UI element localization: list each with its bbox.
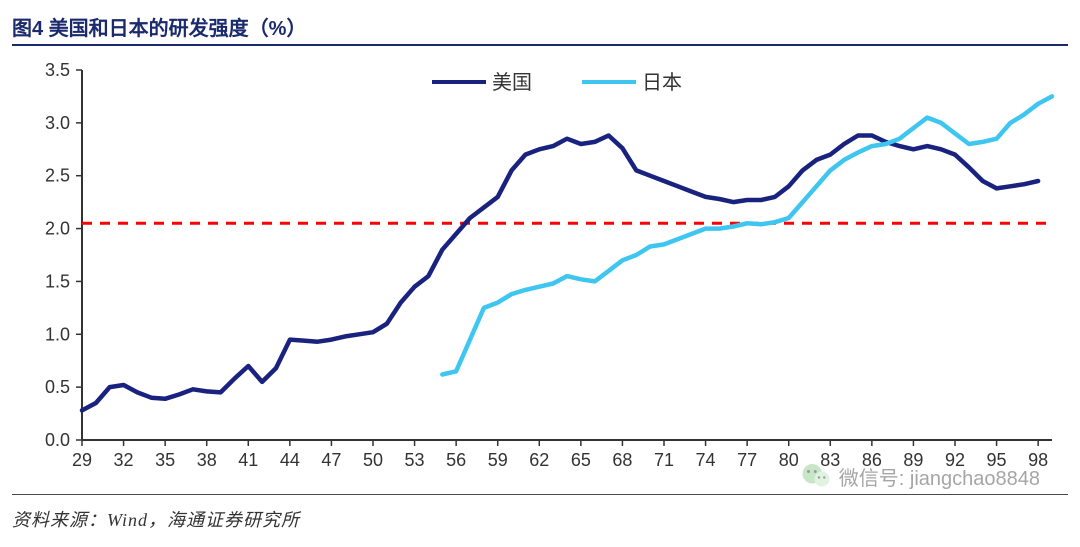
svg-text:68: 68 (612, 450, 632, 470)
svg-text:0.5: 0.5 (45, 377, 70, 397)
svg-text:80: 80 (779, 450, 799, 470)
svg-text:71: 71 (654, 450, 674, 470)
title-bar: 图4 美国和日本的研发强度（%） (12, 8, 1068, 46)
line-chart: 0.0 0.5 1.0 1.5 2.0 2.5 3.0 3.5 29 32 35 38 41 44 47 50… (12, 60, 1068, 480)
svg-text:59: 59 (488, 450, 508, 470)
svg-text:29: 29 (72, 450, 92, 470)
svg-text:美国: 美国 (492, 71, 532, 94)
svg-text:65: 65 (571, 450, 591, 470)
svg-text:53: 53 (405, 450, 425, 470)
svg-text:0.0: 0.0 (45, 430, 70, 450)
source-text: 资料来源：Wind，海通证券研究所 (12, 506, 300, 532)
svg-text:1.5: 1.5 (45, 271, 70, 291)
source-bar: 资料来源：Wind，海通证券研究所 (12, 494, 1068, 537)
svg-text:日本: 日本 (642, 71, 682, 94)
svg-text:77: 77 (737, 450, 757, 470)
svg-text:3.5: 3.5 (45, 60, 70, 80)
svg-text:50: 50 (363, 450, 383, 470)
svg-text:35: 35 (155, 450, 175, 470)
chart-title: 图4 美国和日本的研发强度（%） (12, 12, 306, 41)
svg-text:74: 74 (696, 450, 716, 470)
svg-text:3.0: 3.0 (45, 113, 70, 133)
svg-text:1.0: 1.0 (45, 324, 70, 344)
wechat-icon (801, 461, 831, 491)
svg-text:44: 44 (280, 450, 300, 470)
svg-text:32: 32 (114, 450, 134, 470)
svg-text:2.0: 2.0 (45, 219, 70, 239)
svg-text:62: 62 (529, 450, 549, 470)
svg-text:41: 41 (238, 450, 258, 470)
svg-text:56: 56 (446, 450, 466, 470)
chart-area: 0.0 0.5 1.0 1.5 2.0 2.5 3.0 3.5 29 32 35 38 41 44 47 50… (12, 60, 1068, 480)
watermark: 微信号: jiangchao8848 (801, 461, 1040, 491)
svg-text:2.5: 2.5 (45, 166, 70, 186)
svg-text:47: 47 (321, 450, 341, 470)
watermark-text: 微信号: jiangchao8848 (839, 462, 1040, 491)
figure-container: 图4 美国和日本的研发强度（%） 0.0 0.5 1.0 1.5 2.0 2.5 3.0 3.… (0, 0, 1080, 547)
svg-text:38: 38 (197, 450, 217, 470)
